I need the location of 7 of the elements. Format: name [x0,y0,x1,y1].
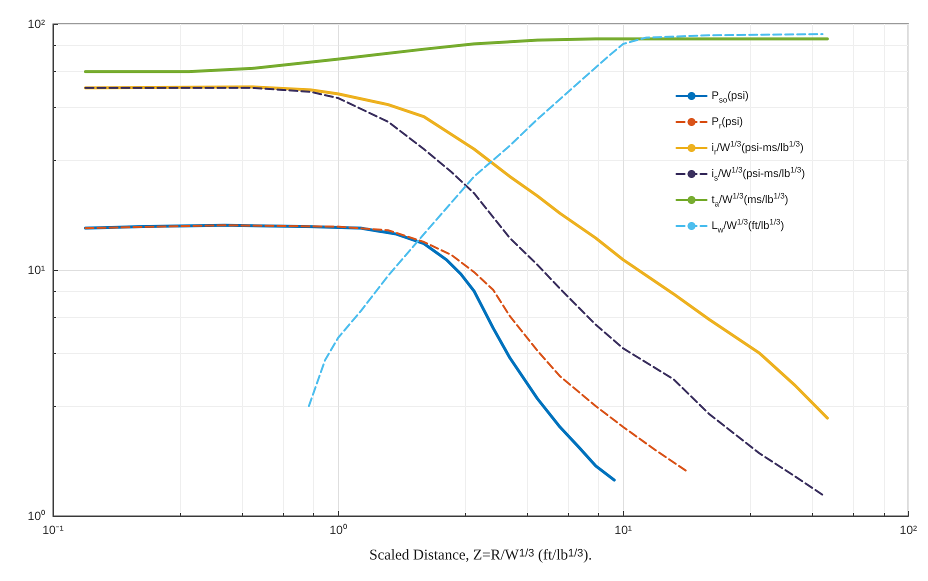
x-tick-label: 10¹ [614,523,632,537]
y-tick-label: 10⁰ [28,509,45,523]
y-tick-label: 10¹ [28,263,46,277]
x-tick-label: 10⁻¹ [42,523,64,537]
x-tick-label: 10⁰ [329,523,347,537]
x-tick-label: 10² [900,523,918,537]
y-tick-label: 10² [28,17,46,31]
